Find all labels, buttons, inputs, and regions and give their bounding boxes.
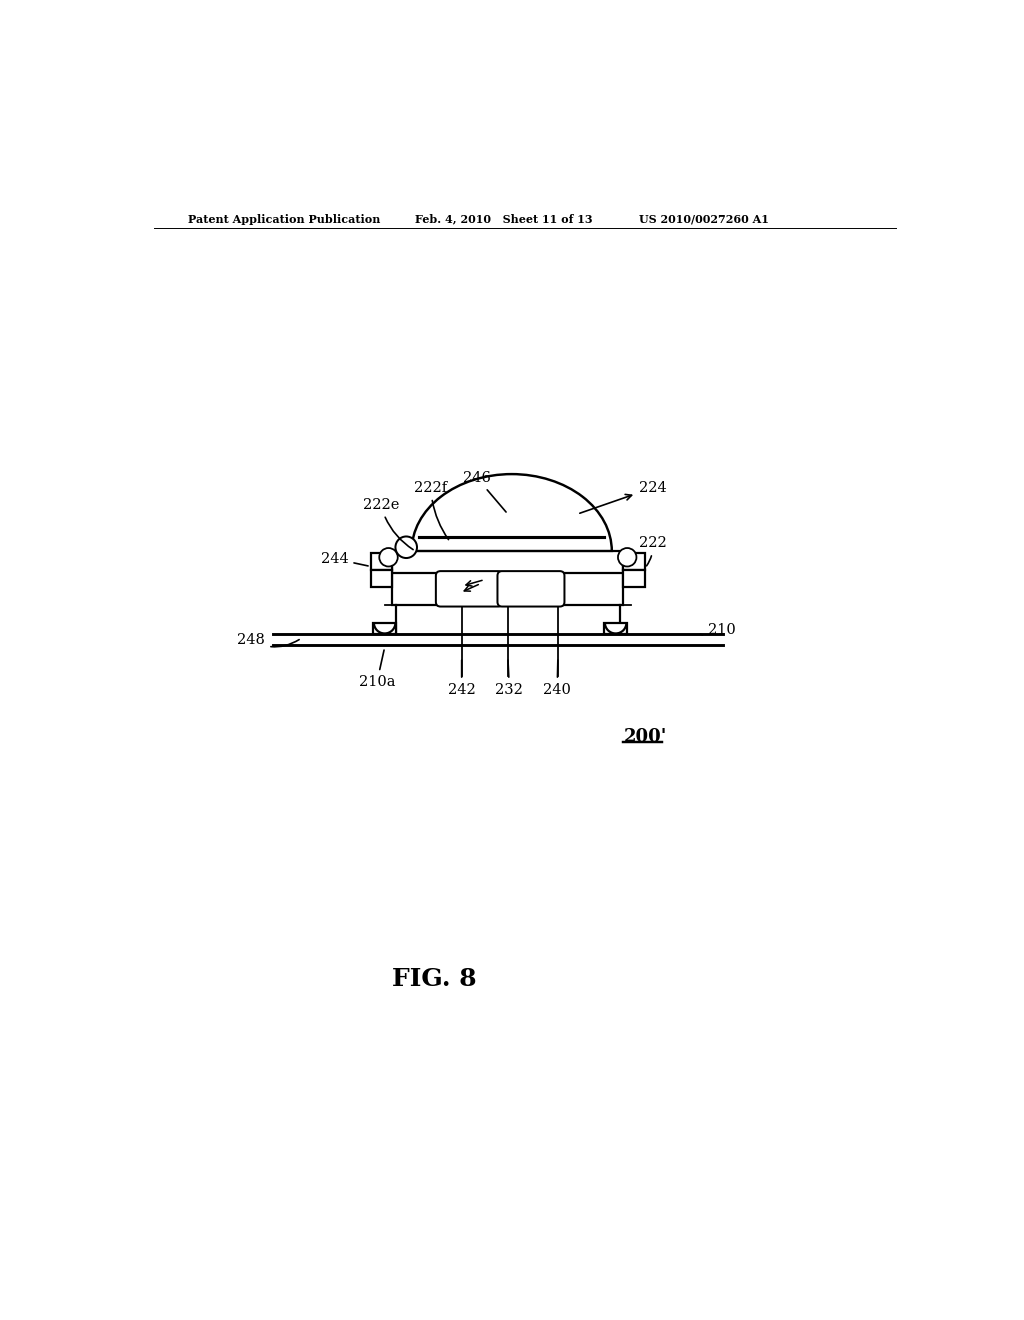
Text: 210: 210 (700, 623, 736, 636)
Text: 200': 200' (624, 729, 667, 746)
Circle shape (379, 548, 397, 566)
Circle shape (395, 536, 417, 558)
Bar (392, 552, 624, 605)
Bar (371, 553, 392, 570)
Text: US 2010/0027260 A1: US 2010/0027260 A1 (639, 214, 769, 224)
Text: 248: 248 (238, 634, 299, 647)
Bar (371, 570, 392, 587)
Text: 242: 242 (447, 660, 475, 697)
Text: Patent Application Publication: Patent Application Publication (188, 214, 381, 224)
Text: 232: 232 (496, 660, 523, 697)
Bar (373, 623, 396, 635)
Text: 210a: 210a (358, 649, 395, 689)
Text: FIG. 8: FIG. 8 (392, 966, 477, 991)
Text: 244: 244 (321, 552, 368, 566)
Text: 246: 246 (463, 471, 506, 512)
Text: 240: 240 (543, 660, 571, 697)
FancyBboxPatch shape (498, 572, 564, 607)
Bar (624, 553, 645, 570)
Bar (604, 623, 628, 635)
FancyBboxPatch shape (436, 572, 503, 607)
Text: 224: 224 (580, 480, 667, 513)
Text: Feb. 4, 2010   Sheet 11 of 13: Feb. 4, 2010 Sheet 11 of 13 (416, 214, 593, 224)
Circle shape (617, 548, 637, 566)
Text: 222f: 222f (415, 480, 449, 540)
Bar (624, 570, 645, 587)
Text: 222e: 222e (362, 498, 413, 549)
Text: 222: 222 (639, 536, 667, 566)
